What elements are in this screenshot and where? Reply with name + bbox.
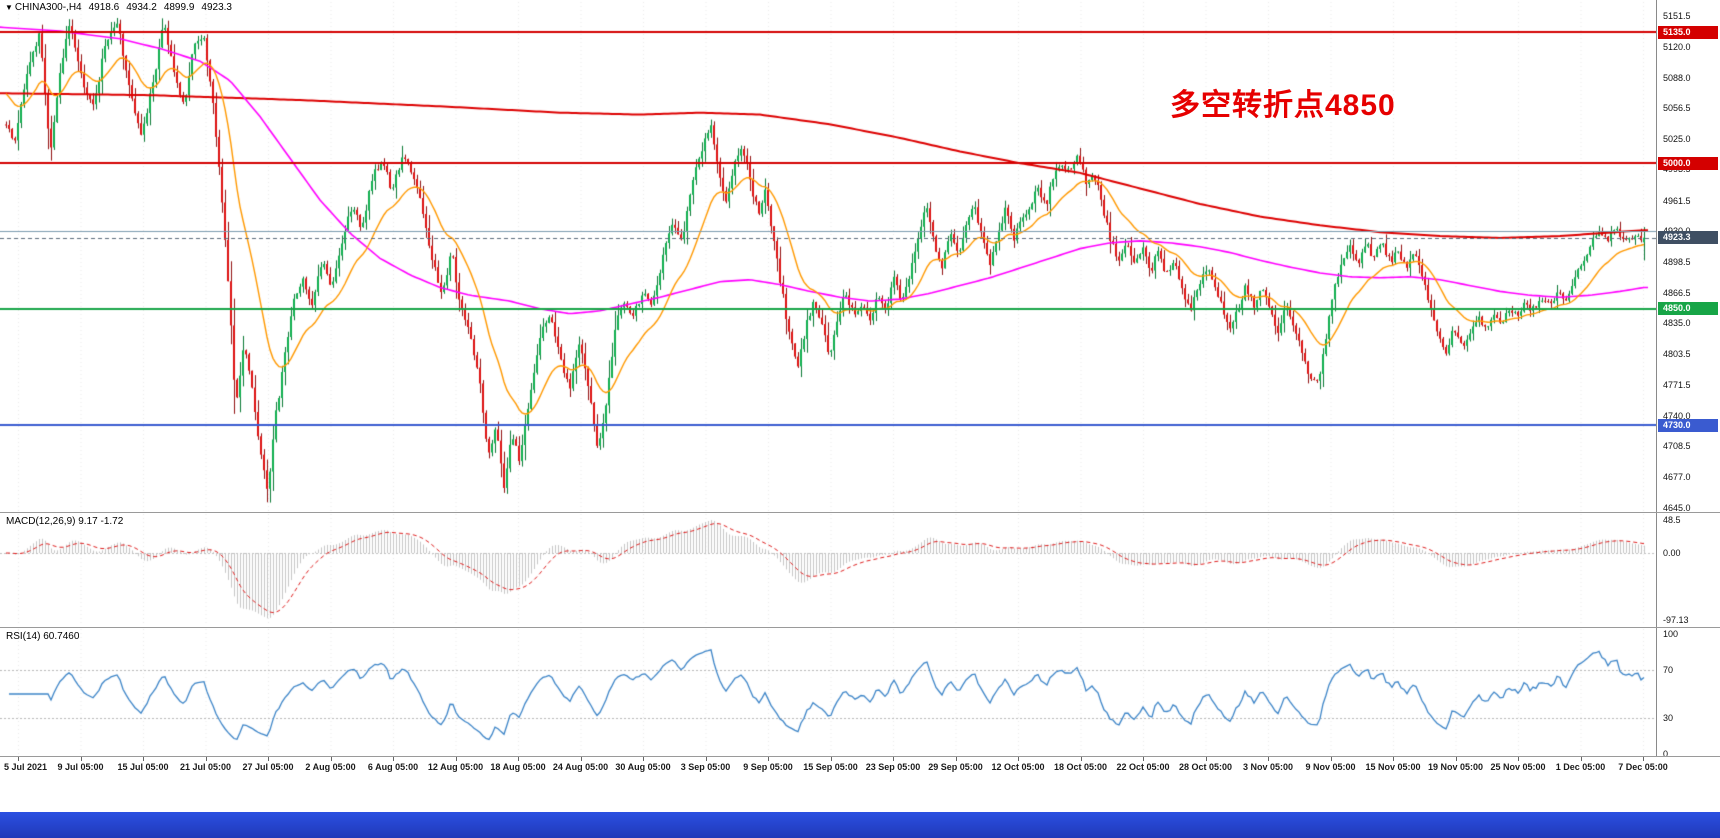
price-tag-5135.0: 5135.0 xyxy=(1658,25,1718,39)
price-axis-label: 4677.0 xyxy=(1663,471,1691,482)
time-tick xyxy=(705,757,707,761)
price-axis-label: 4835.0 xyxy=(1663,318,1691,329)
time-axis-label: 15 Nov 05:00 xyxy=(1365,762,1421,772)
symbol-ohlc-info: ▼ CHINA300-,H4 4918.6 4934.2 4899.9 4923.3 xyxy=(5,2,232,13)
time-axis-label: 28 Oct 05:00 xyxy=(1178,762,1233,772)
rsi-axis-label: 70 xyxy=(1663,665,1674,675)
time-axis-label: 18 Oct 05:00 xyxy=(1053,762,1108,772)
price-axis-label: 4708.5 xyxy=(1663,441,1691,452)
time-tick xyxy=(1205,757,1207,761)
symbol-name: CHINA300-,H4 xyxy=(14,2,82,13)
time-axis-label: 29 Sep 05:00 xyxy=(928,762,983,772)
time-tick xyxy=(1080,757,1082,761)
time-axis-label: 5 Jul 2021 xyxy=(4,762,48,772)
rsi-axis-label: 0 xyxy=(1663,749,1669,759)
panel-separator-rsi[interactable] xyxy=(0,627,1720,628)
time-axis-label: 7 Dec 05:00 xyxy=(1618,762,1668,772)
time-tick xyxy=(455,757,457,761)
price-axis-label: 4771.5 xyxy=(1663,380,1691,391)
price-axis-label: 5025.0 xyxy=(1663,133,1691,144)
chart-annotation: 多空转折点4850 xyxy=(1170,89,1396,122)
rsi-axis-label: 100 xyxy=(1663,629,1679,639)
rsi-indicator-header: RSI(14) 60.7460 xyxy=(6,631,80,642)
time-axis-label: 6 Aug 05:00 xyxy=(367,762,419,772)
time-tick xyxy=(268,757,269,761)
time-axis-label: 2 Aug 05:00 xyxy=(305,762,356,772)
price-axis-label: 4866.5 xyxy=(1663,287,1691,298)
price-tag-5000.0: 5000.0 xyxy=(1658,156,1718,170)
price-axis-label: 5120.0 xyxy=(1663,41,1691,52)
time-axis-label: 23 Sep 05:00 xyxy=(865,762,921,772)
price-axis-label: 4740.0 xyxy=(1663,410,1691,421)
time-tick xyxy=(1518,757,1519,761)
price-axis-label: 5056.5 xyxy=(1663,103,1691,114)
time-tick xyxy=(1580,757,1582,761)
taskbar[interactable] xyxy=(0,812,1720,838)
time-tick xyxy=(1455,757,1457,761)
price-axis[interactable]: 5151.55120.05088.05056.55025.04993.54961… xyxy=(1656,0,1720,759)
time-tick xyxy=(830,757,832,761)
time-axis-label: 9 Nov 05:00 xyxy=(1305,762,1356,772)
time-tick xyxy=(1393,757,1394,761)
time-tick xyxy=(80,757,82,761)
time-tick xyxy=(393,757,394,761)
time-tick xyxy=(893,757,894,761)
price-axis-label: 4961.5 xyxy=(1663,195,1691,206)
time-axis-label: 27 Jul 05:00 xyxy=(242,762,294,772)
time-tick xyxy=(518,757,519,761)
time-axis-label: 12 Oct 05:00 xyxy=(991,762,1045,772)
time-tick xyxy=(1643,757,1644,761)
time-tick xyxy=(1330,757,1332,761)
price-axis-label: 4898.5 xyxy=(1663,256,1691,267)
time-axis-label: 30 Aug 05:00 xyxy=(615,762,671,772)
ohlc-close: 4923.3 xyxy=(201,2,232,13)
time-axis-label: 15 Jul 05:00 xyxy=(117,762,169,772)
time-tick xyxy=(143,757,144,761)
time-tick xyxy=(1143,757,1144,761)
time-axis-label: 1 Dec 05:00 xyxy=(1555,762,1606,772)
time-tick xyxy=(18,757,19,761)
time-axis-label: 22 Oct 05:00 xyxy=(1116,762,1170,772)
time-axis-label: 9 Jul 05:00 xyxy=(57,762,104,772)
time-tick xyxy=(330,757,332,761)
price-tag-4923.3: 4923.3 xyxy=(1658,231,1718,245)
time-tick xyxy=(1018,757,1019,761)
time-axis-label: 18 Aug 05:00 xyxy=(490,762,546,772)
time-axis-label: 12 Aug 05:00 xyxy=(427,762,484,772)
time-axis-label: 9 Sep 05:00 xyxy=(743,762,793,772)
macd-axis-label: 48.5 xyxy=(1663,514,1681,525)
price-axis-label: 4803.5 xyxy=(1663,349,1691,360)
price-axis-label: 5151.5 xyxy=(1663,11,1691,21)
time-axis-label: 25 Nov 05:00 xyxy=(1490,762,1546,772)
time-axis-label: 24 Aug 05:00 xyxy=(552,762,609,772)
time-axis-label: 19 Nov 05:00 xyxy=(1427,762,1484,772)
macd-indicator-header: MACD(12,26,9) 9.17 -1.72 xyxy=(6,516,124,527)
time-axis[interactable]: 5 Jul 2021 9 Jul 05:00 15 Jul 05:00 21 Jul … xyxy=(0,757,1720,783)
chart-canvas[interactable] xyxy=(0,0,1656,757)
symbol-marker-icon: ▼ xyxy=(5,3,13,12)
price-tag-4730.0: 4730.0 xyxy=(1658,418,1718,432)
price-tag-4850.0: 4850.0 xyxy=(1658,302,1718,316)
time-tick xyxy=(205,757,207,761)
ohlc-low: 4899.9 xyxy=(163,2,195,13)
macd-axis-label: -97.13 xyxy=(1663,614,1689,625)
price-axis-label: 5088.0 xyxy=(1663,72,1691,83)
time-axis-border xyxy=(0,756,1720,757)
panel-separator-macd[interactable] xyxy=(0,512,1720,513)
time-axis-label: 3 Nov 05:00 xyxy=(1242,762,1294,772)
ohlc-high: 4934.2 xyxy=(126,2,157,13)
time-axis-label: 15 Sep 05:00 xyxy=(803,762,858,772)
time-axis-label: 21 Jul 05:00 xyxy=(179,762,232,772)
time-tick xyxy=(580,757,582,761)
time-axis-label: 3 Sep 05:00 xyxy=(680,762,731,772)
time-tick xyxy=(955,757,957,761)
time-tick xyxy=(643,757,644,761)
time-tick xyxy=(768,757,769,761)
price-axis-label: 4645.0 xyxy=(1663,503,1691,513)
time-tick xyxy=(1268,757,1269,761)
macd-axis-label: 0.00 xyxy=(1663,548,1681,558)
rsi-axis-label: 30 xyxy=(1663,713,1674,723)
ohlc-open: 4918.6 xyxy=(88,2,120,13)
